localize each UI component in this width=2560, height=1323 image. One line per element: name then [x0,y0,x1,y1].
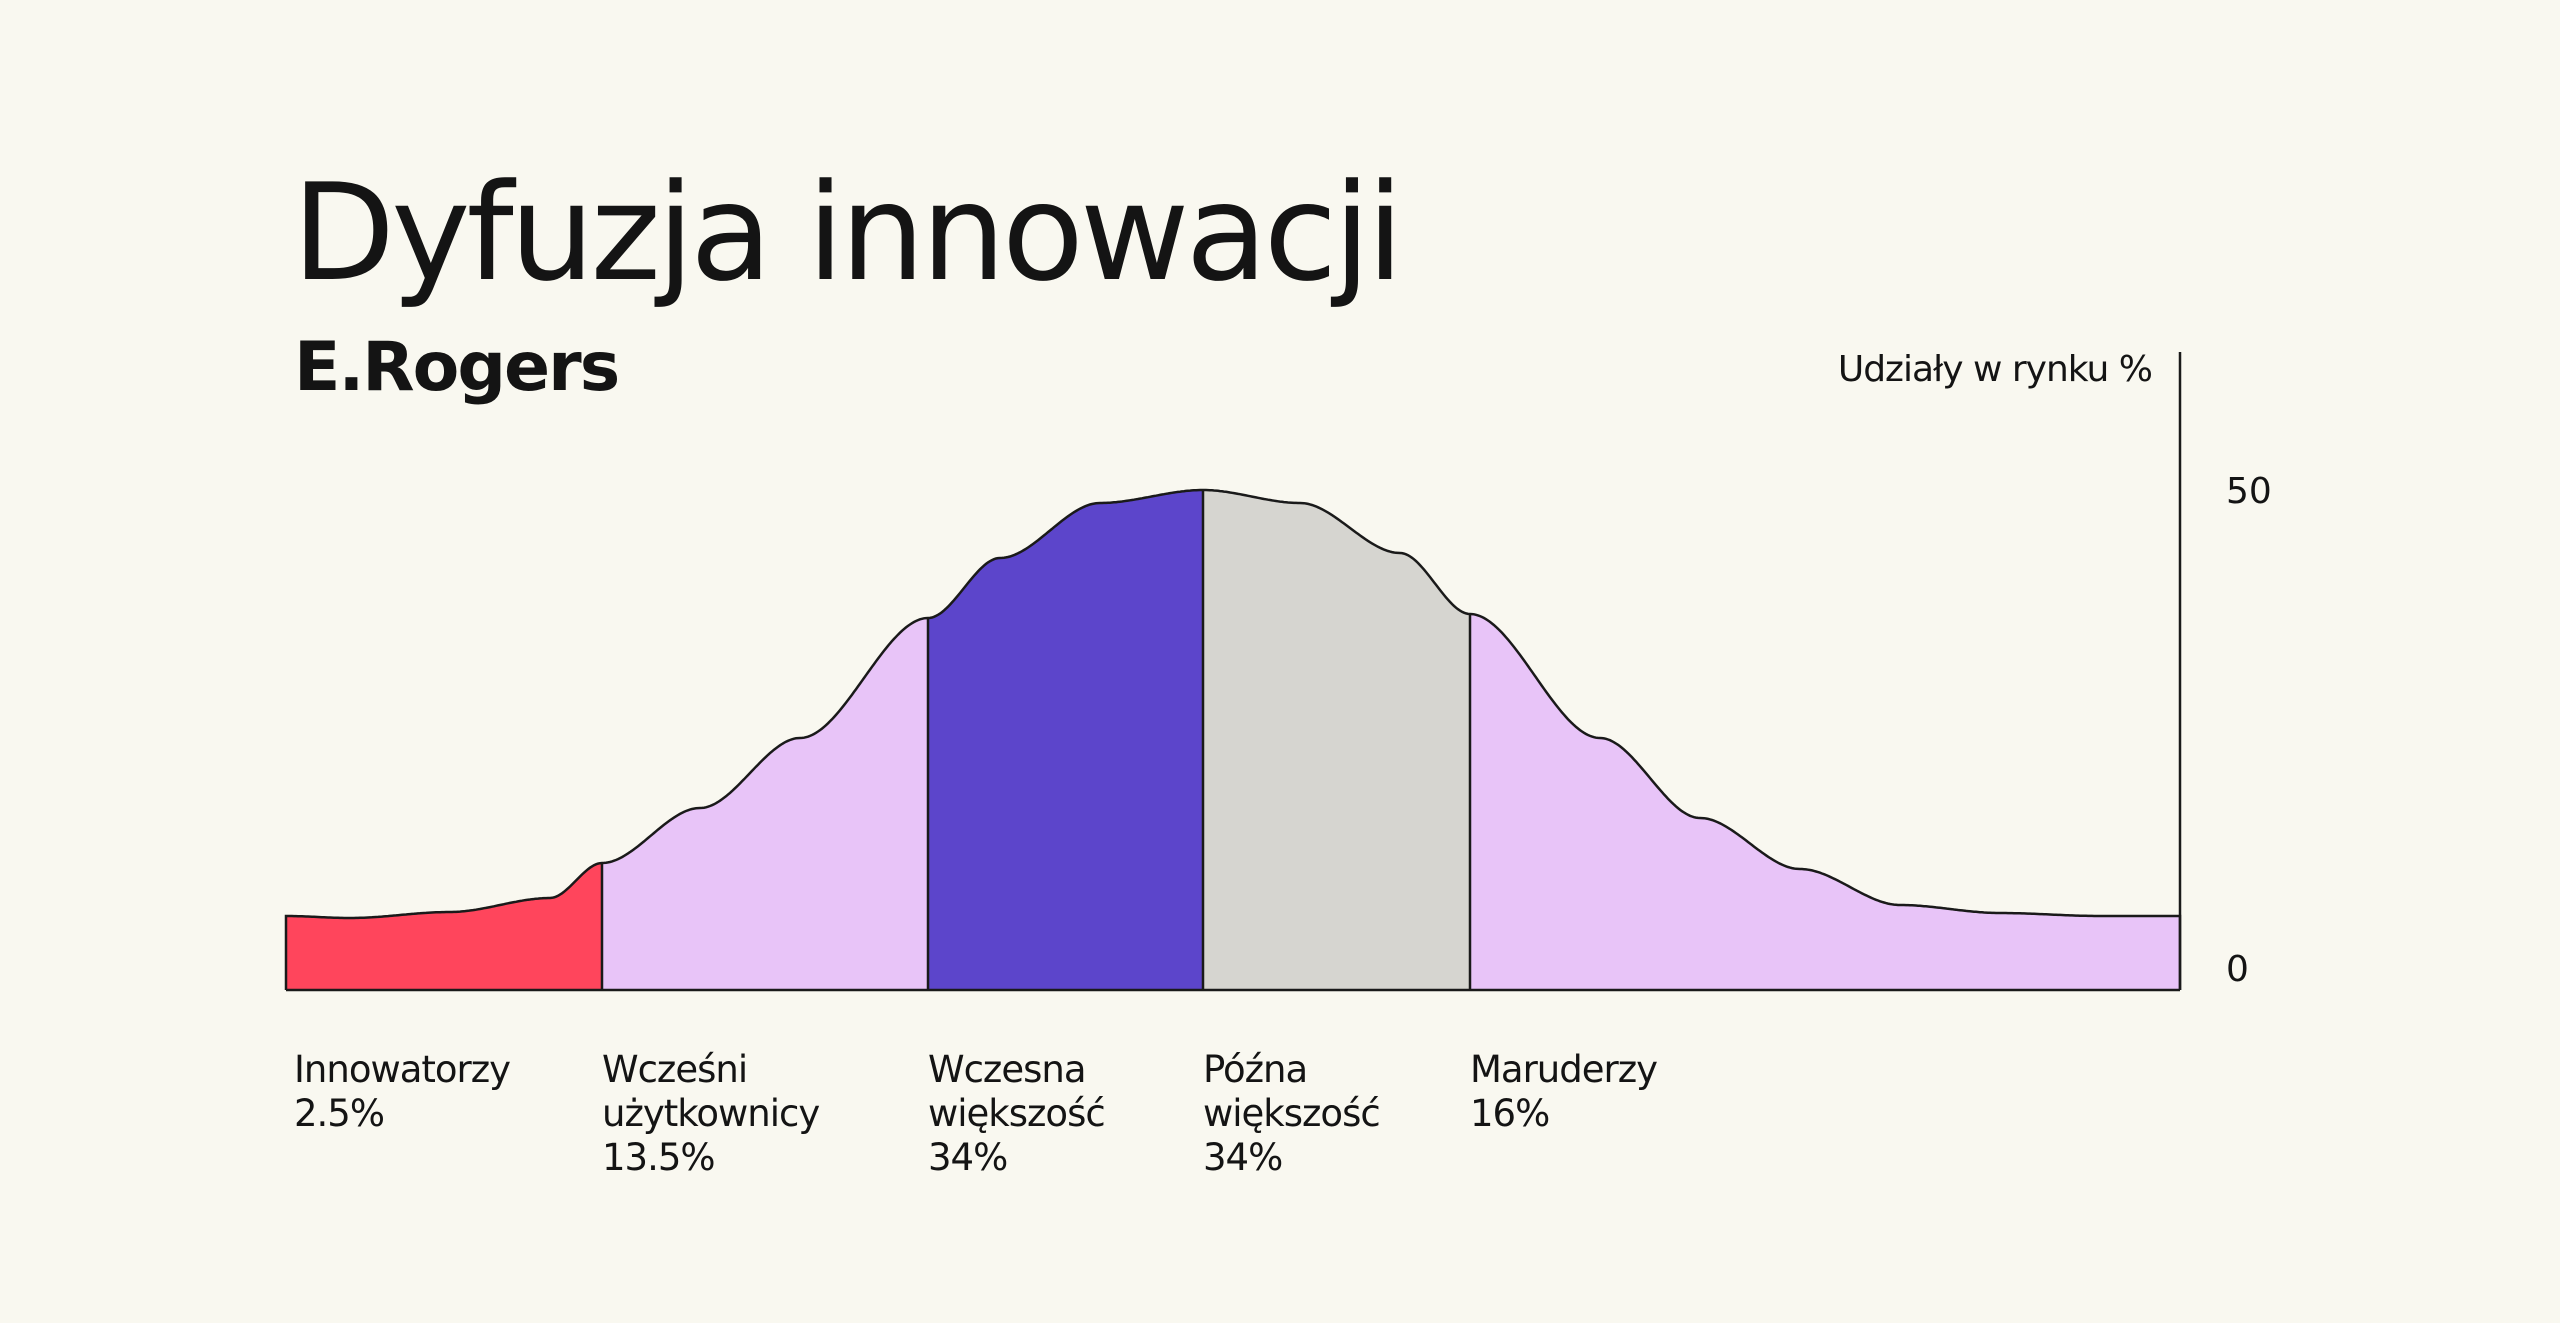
segment-label-innovators: Innowatorzy 2.5% [294,1048,511,1136]
segment-area-early-adopters [602,618,928,990]
curve-segments [286,490,2180,990]
segment-name-line: Wcześni [602,1048,748,1091]
segment-name-line: użytkownicy [602,1092,820,1135]
segment-share-value: 34% [928,1136,1008,1179]
segment-share-value: 34% [1203,1136,1283,1179]
chart-title: Dyfuzja innowacji [292,155,1404,311]
segment-share-value: 16% [1470,1092,1550,1135]
y-tick-label-max: 50 [2226,471,2272,512]
segment-name-line: Późna [1203,1048,1308,1091]
segment-name-line: większość [928,1092,1106,1135]
y-axis-label: Udziały w rynku % [1837,349,2153,390]
segment-share-value: 13.5% [602,1136,716,1179]
segment-label-early-adopters: Wcześni użytkownicy 13.5% [602,1048,820,1180]
segment-area-early-majority [928,490,1203,990]
segment-label-early-majority: Wczesna większość 34% [928,1048,1106,1180]
chart-subtitle: E.Rogers [294,328,620,407]
segment-label-laggards: Maruderzy 16% [1470,1048,1658,1136]
segment-dividers [600,490,1472,990]
segment-name-line: Innowatorzy [294,1048,511,1091]
segment-name-line: Wczesna [928,1048,1087,1091]
segment-name-line: Maruderzy [1470,1048,1658,1091]
segment-name-line: większość [1203,1092,1381,1135]
segment-label-late-majority: Późna większość 34% [1203,1048,1381,1180]
segment-share-value: 2.5% [294,1092,385,1135]
bell-curve-outline [284,488,2182,990]
segment-area-late-majority [1203,490,1470,990]
segment-area-laggards [1470,614,2180,990]
y-tick-label-zero: 0 [2226,949,2249,990]
segment-area-innovators [286,863,602,990]
